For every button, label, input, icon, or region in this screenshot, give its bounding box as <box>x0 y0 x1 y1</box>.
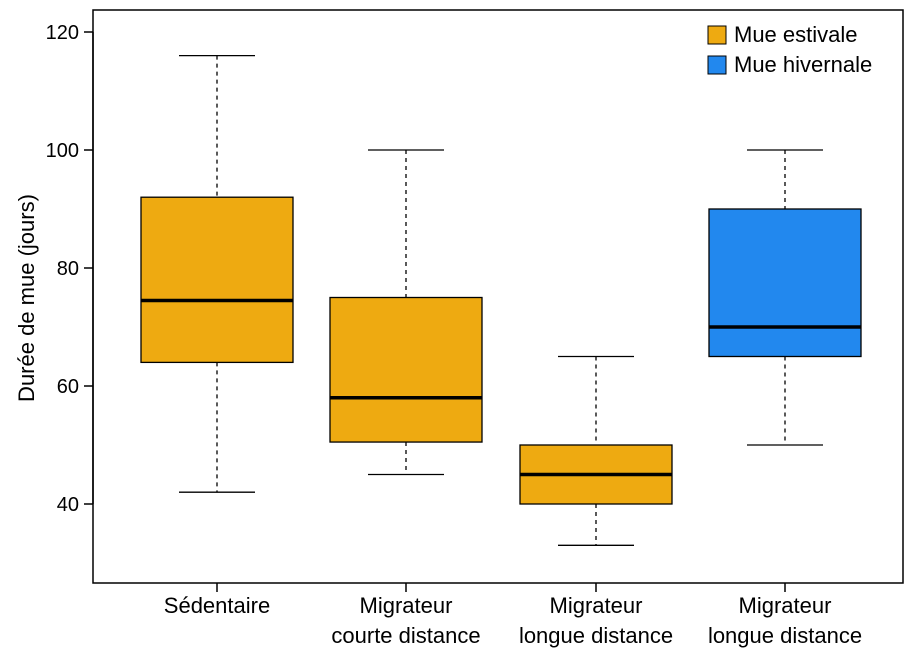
box-group-2 <box>329 149 483 476</box>
legend-label-1: Mue estivale <box>734 22 858 47</box>
x-category-label: Sédentaire <box>164 593 270 618</box>
iqr-box <box>140 196 294 364</box>
x-category-label: Migrateur <box>550 593 643 618</box>
y-tick-label-120: 120 <box>46 22 79 44</box>
iqr-box <box>708 208 862 358</box>
legend-swatch-2 <box>707 55 727 75</box>
y-tick-label-80: 80 <box>57 258 79 280</box>
legend-swatch-1 <box>707 25 727 45</box>
x-category-label: courte distance <box>331 623 480 648</box>
x-category-label: longue distance <box>708 623 862 648</box>
box-group-4 <box>708 149 862 446</box>
x-category-label: Migrateur <box>360 593 453 618</box>
legend-label-2: Mue hivernale <box>734 52 872 77</box>
y-tick-label-60: 60 <box>57 376 79 398</box>
legend: Mue estivale Mue hivernale <box>707 22 872 77</box>
y-tick-label-40: 40 <box>57 494 79 516</box>
x-category-label: longue distance <box>519 623 673 648</box>
y-axis: 40 60 80 100 120 <box>46 22 94 516</box>
x-axis-labels: Sédentaire Migrateur courte distance Migrat… <box>164 583 862 648</box>
box-group-1 <box>140 54 294 493</box>
y-axis-title: Durée de mue (jours) <box>14 194 39 402</box>
y-tick-label-100: 100 <box>46 140 79 162</box>
x-category-label: Migrateur <box>739 593 832 618</box>
iqr-box <box>329 296 483 443</box>
box-group-3 <box>519 355 673 546</box>
boxes <box>140 54 862 546</box>
